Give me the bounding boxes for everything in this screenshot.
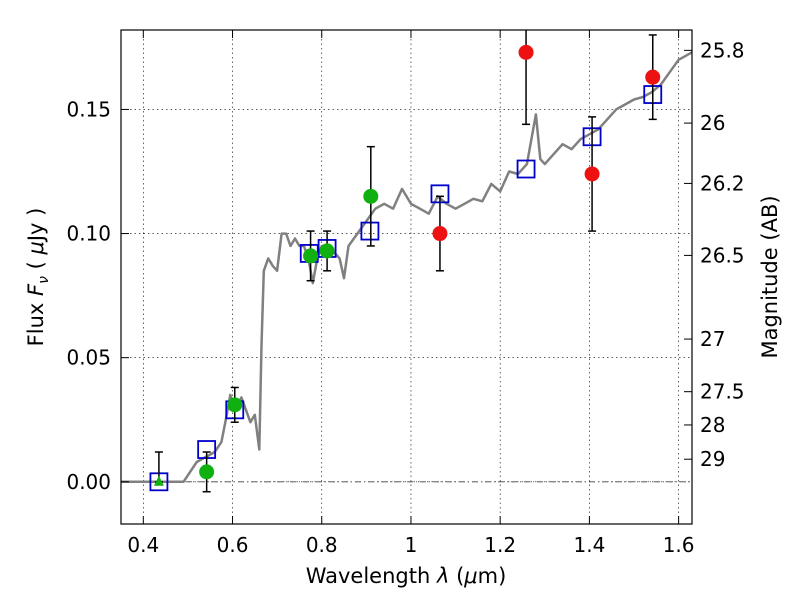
observed-green-point (363, 188, 379, 204)
model-photometry-square (360, 221, 380, 241)
ticks (121, 30, 692, 524)
magnitude-tick-label: 25.8 (700, 38, 745, 62)
magnitude-tick-label: 26.5 (700, 243, 745, 267)
magnitude-tick-label: 29 (700, 447, 725, 471)
magnitude-tick-label: 26 (700, 111, 725, 135)
x-tick-label: 1.6 (663, 533, 695, 557)
observed-green-point (227, 397, 243, 413)
observed-red-point (645, 69, 661, 85)
upper-limit-triangle (153, 475, 164, 486)
magnitude-axis-title: Magnitude (AB) (758, 195, 782, 358)
x-tick-label: 0.8 (306, 533, 338, 557)
observed-green-point (303, 248, 319, 264)
observed-green-point (319, 243, 335, 259)
y-tick-label: 0.10 (66, 222, 111, 246)
model-photometry-square (516, 159, 536, 179)
y-tick-label: 0.15 (66, 97, 111, 121)
observed-red-point (518, 44, 534, 60)
magnitude-tick-label: 28 (700, 413, 725, 437)
x-tick-label: 1.2 (484, 533, 516, 557)
x-tick-label: 0.4 (127, 533, 159, 557)
plot-frame (120, 29, 693, 525)
y-tick-label: 0.05 (66, 346, 111, 370)
magnitude-tick-label: 26.2 (700, 171, 745, 195)
series-layer (121, 30, 693, 493)
y-tick-label: 0.00 (66, 470, 111, 494)
magnitude-tick-label: 27.5 (700, 380, 745, 404)
tick-labels: 0.4 0.6 0.8 1 1.2 1.4 1.6 0.00 0.05 0.10 0.15 25.8 2… (66, 38, 744, 557)
observed-green-point (199, 464, 215, 480)
observed-red-point (584, 166, 600, 182)
magnitude-tick-label: 27 (700, 327, 725, 351)
observed-red-point (432, 226, 448, 242)
x-tick-label: 0.6 (217, 533, 249, 557)
x-axis-title: Wavelength λ (μm) (306, 564, 507, 588)
x-tick-label: 1.4 (573, 533, 605, 557)
x-tick-label: 1 (405, 533, 418, 557)
y-axis-title: Flux Fν ( μJy ) (24, 208, 52, 347)
